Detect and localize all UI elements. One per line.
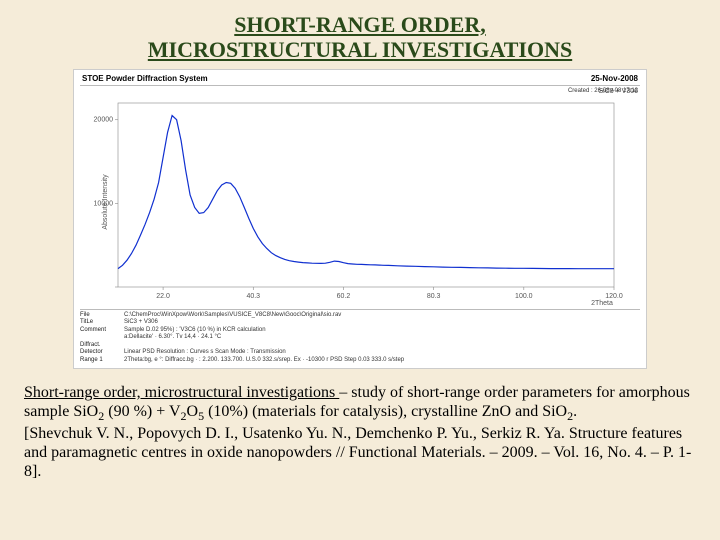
title-line-1: SHORT-RANGE ORDER,: [234, 12, 485, 37]
page-title: SHORT-RANGE ORDER, MICROSTRUCTURAL INVES…: [24, 12, 696, 63]
meta-subcomment: a:Dellacite' · 6.30°. Tv 14,4 · 24.1 °C: [124, 334, 640, 342]
body-citation: [Shevchuk V. N., Popovych D. I., Usatenk…: [24, 425, 691, 480]
meta-diffract: [124, 342, 640, 350]
svg-text:40.3: 40.3: [246, 293, 260, 300]
diffraction-chart: STOE Powder Diffraction System 25-Nov-20…: [73, 69, 647, 370]
title-line-2: MICROSTRUCTURAL INVESTIGATIONS: [148, 37, 572, 62]
svg-text:2Theta: 2Theta: [591, 300, 613, 307]
chart-metadata: File C:\ChemProc\WinXpow\Work\Samples\VU…: [80, 309, 640, 365]
meta-range: 2Theta:bg, e °: Diffracc.bg · : 2.200. 1…: [124, 357, 640, 365]
chart-header: STOE Powder Diffraction System 25-Nov-20…: [80, 74, 640, 86]
y-axis-label: Absolute Intensity: [102, 174, 109, 229]
svg-text:20000: 20000: [94, 116, 114, 123]
svg-text:22.0: 22.0: [156, 293, 170, 300]
plot-area: Absolute Intensity 100002000022.040.360.…: [84, 97, 636, 307]
svg-text:80.3: 80.3: [427, 293, 441, 300]
chart-sample-label: SiC3 + V306: [80, 86, 640, 95]
svg-text:100.0: 100.0: [515, 293, 533, 300]
xrd-line-plot: 100002000022.040.360.280.3100.0120.02The…: [84, 97, 624, 307]
meta-comment: Sample D.02 95%) : 'V3C6 (10 %) in KCR c…: [124, 327, 640, 335]
svg-text:60.2: 60.2: [337, 293, 351, 300]
chart-system-label: STOE Powder Diffraction System: [82, 74, 208, 83]
meta-file: C:\ChemProc\WinXpow\Work\Samples\VUSICE_…: [124, 312, 640, 320]
chart-date: 25-Nov-2008: [591, 74, 638, 83]
svg-text:120.0: 120.0: [605, 293, 623, 300]
body-paragraph: Short-range order, microstructural inves…: [24, 383, 696, 481]
body-lead: Short-range order, microstructural inves…: [24, 384, 339, 401]
meta-title: SiC3 + V306: [124, 319, 640, 327]
meta-detector: Linear PSD Resolution : Curves s Scan Mo…: [124, 349, 640, 357]
meta-created: Created : 26-08v-08 17:12: [568, 88, 638, 94]
